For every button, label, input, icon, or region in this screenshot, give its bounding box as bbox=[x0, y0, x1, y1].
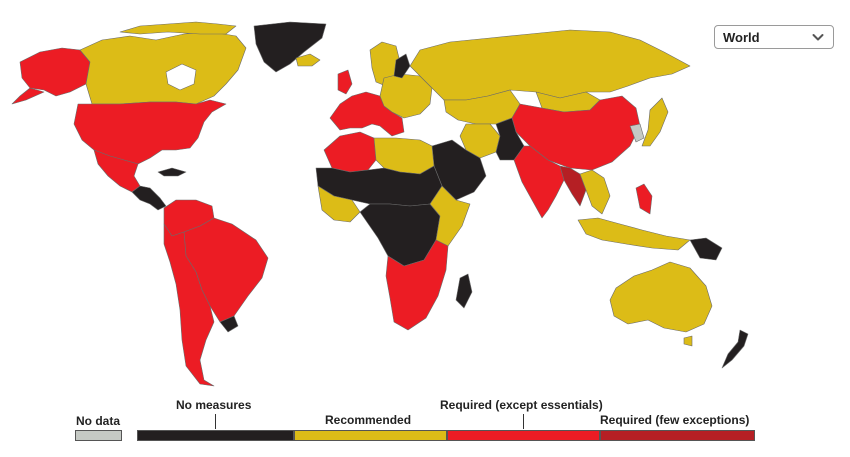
region-belarus[interactable] bbox=[393, 53, 411, 79]
region-australia[interactable] bbox=[609, 261, 713, 333]
region-central-america[interactable] bbox=[131, 185, 167, 211]
region-selector-value: World bbox=[723, 29, 760, 45]
region-india[interactable] bbox=[513, 145, 565, 219]
region-alaska-tail[interactable] bbox=[11, 87, 45, 105]
region-korea[interactable] bbox=[629, 123, 645, 143]
region-hudson-bay bbox=[165, 63, 197, 91]
legend-swatch-no-data bbox=[75, 430, 122, 441]
region-greenland[interactable] bbox=[253, 21, 327, 73]
legend-label-required-few-exceptions: Required (few exceptions) bbox=[600, 413, 750, 427]
region-alaska[interactable] bbox=[19, 47, 91, 97]
region-china[interactable] bbox=[511, 95, 641, 171]
chevron-down-icon bbox=[812, 34, 824, 41]
legend-swatch-required-except-essentials bbox=[447, 430, 600, 441]
region-russia[interactable] bbox=[409, 29, 691, 101]
region-iran[interactable] bbox=[459, 123, 501, 159]
legend-tick-no-measures bbox=[215, 414, 216, 429]
region-philippines[interactable] bbox=[635, 183, 653, 215]
region-selector[interactable]: World bbox=[714, 25, 834, 49]
region-southeast-asia[interactable] bbox=[579, 169, 611, 215]
region-canada-islands[interactable] bbox=[119, 21, 237, 35]
legend-swatch-required-few-exceptions bbox=[600, 430, 755, 441]
region-east-africa[interactable] bbox=[429, 185, 471, 247]
legend-label-recommended: Recommended bbox=[325, 413, 412, 427]
legend-swatch-recommended bbox=[294, 430, 447, 441]
region-eastern-europe[interactable] bbox=[379, 73, 433, 119]
region-southern-africa[interactable] bbox=[385, 239, 449, 331]
region-indonesia[interactable] bbox=[577, 217, 691, 251]
region-north-africa-west[interactable] bbox=[323, 131, 377, 173]
world-map[interactable] bbox=[0, 0, 850, 400]
region-japan[interactable] bbox=[641, 97, 669, 147]
legend-tick-required-except-essentials bbox=[523, 414, 524, 429]
region-canada[interactable] bbox=[79, 31, 247, 105]
region-uk[interactable] bbox=[337, 69, 353, 95]
region-new-zealand[interactable] bbox=[721, 329, 749, 369]
legend-label-no-data: No data bbox=[76, 414, 121, 428]
region-madagascar[interactable] bbox=[455, 273, 473, 309]
region-iceland[interactable] bbox=[295, 53, 321, 67]
region-west-africa[interactable] bbox=[317, 185, 361, 223]
region-south-america-south[interactable] bbox=[163, 223, 215, 387]
region-png[interactable] bbox=[689, 237, 723, 261]
map-legend: No data No measures Recommended Required… bbox=[0, 395, 850, 457]
region-cuba[interactable] bbox=[157, 167, 187, 177]
region-uruguay[interactable] bbox=[219, 315, 239, 333]
region-tasmania[interactable] bbox=[683, 335, 693, 347]
legend-label-no-measures: No measures bbox=[176, 398, 252, 412]
legend-swatch-no-measures bbox=[137, 430, 294, 441]
region-myanmar-bangladesh[interactable] bbox=[559, 165, 587, 207]
region-western-europe[interactable] bbox=[329, 91, 405, 137]
world-map-svg[interactable] bbox=[0, 0, 850, 400]
legend-label-required-except-essentials: Required (except essentials) bbox=[440, 398, 603, 412]
